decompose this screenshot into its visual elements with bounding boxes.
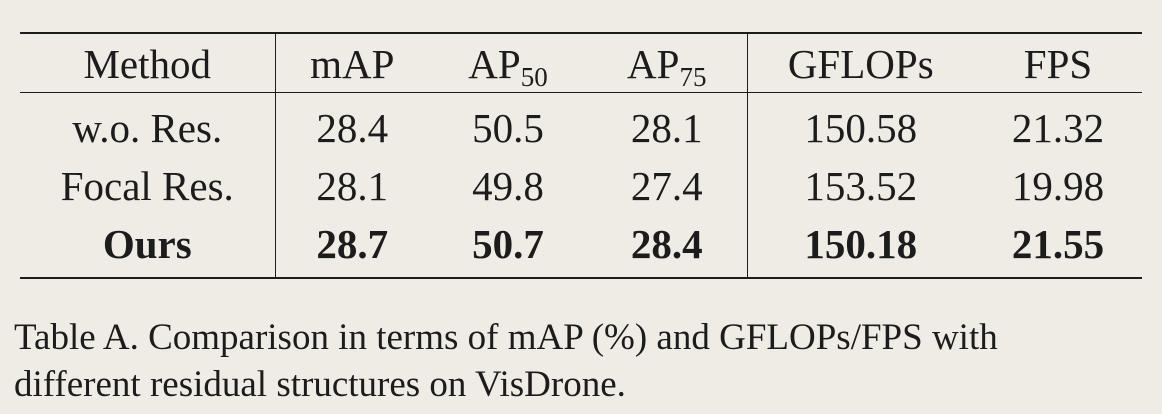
header-map: mAP — [310, 41, 395, 87]
caption-line-1: Table A. Comparison in terms of mAP (%) … — [14, 317, 998, 358]
cell-ap50: 49.8 — [472, 163, 544, 209]
cell-fps: 21.55 — [1011, 221, 1105, 267]
table-caption: Table A. Comparison in terms of mAP (%) … — [14, 314, 1154, 408]
cell-gflops: 150.18 — [804, 221, 918, 267]
cell-map: 28.1 — [316, 163, 389, 209]
cell-method: Ours — [20, 215, 276, 278]
cell-ap75: 28.1 — [587, 92, 748, 157]
cell-fps: 19.98 — [1011, 163, 1105, 209]
header-method: Method — [20, 33, 276, 93]
results-table-container: Method mAP AP50 AP75 GFLOPs FPS w.o. Res… — [20, 32, 1142, 279]
header-fps: FPS — [1023, 41, 1093, 87]
header-ap50: AP50 — [429, 33, 587, 93]
header-gflops: GFLOPs — [787, 41, 934, 87]
cell-ap75: 28.4 — [587, 215, 748, 278]
header-ap75: AP75 — [587, 33, 748, 93]
table-row-ours: Ours 28.7 50.7 28.4 150.18 21.55 — [20, 215, 1142, 278]
cell-ap75: 27.4 — [587, 157, 748, 215]
cell-ap50: 50.7 — [472, 221, 544, 267]
cell-gflops: 153.52 — [804, 163, 918, 209]
cell-map: 28.4 — [316, 105, 389, 151]
cell-fps: 21.32 — [1011, 105, 1105, 151]
caption-line-2: different residual structures on VisDron… — [14, 364, 626, 405]
header-ap75-base: AP — [627, 41, 680, 87]
results-table: Method mAP AP50 AP75 GFLOPs FPS w.o. Res… — [20, 32, 1142, 279]
cell-map: 28.7 — [316, 221, 389, 267]
table-header-row: Method mAP AP50 AP75 GFLOPs FPS — [20, 33, 1142, 93]
cell-ap50: 50.5 — [472, 105, 544, 151]
header-ap75-sub: 75 — [679, 62, 707, 92]
table-row-focal-res: Focal Res. 28.1 49.8 27.4 153.52 19.98 — [20, 157, 1142, 215]
cell-gflops: 150.58 — [804, 105, 918, 151]
header-ap50-sub: 50 — [520, 62, 548, 92]
cell-method: w.o. Res. — [20, 92, 276, 157]
cell-method: Focal Res. — [20, 157, 276, 215]
header-ap50-base: AP — [468, 41, 521, 87]
table-row-wo-res: w.o. Res. 28.4 50.5 28.1 150.58 21.32 — [20, 92, 1142, 157]
